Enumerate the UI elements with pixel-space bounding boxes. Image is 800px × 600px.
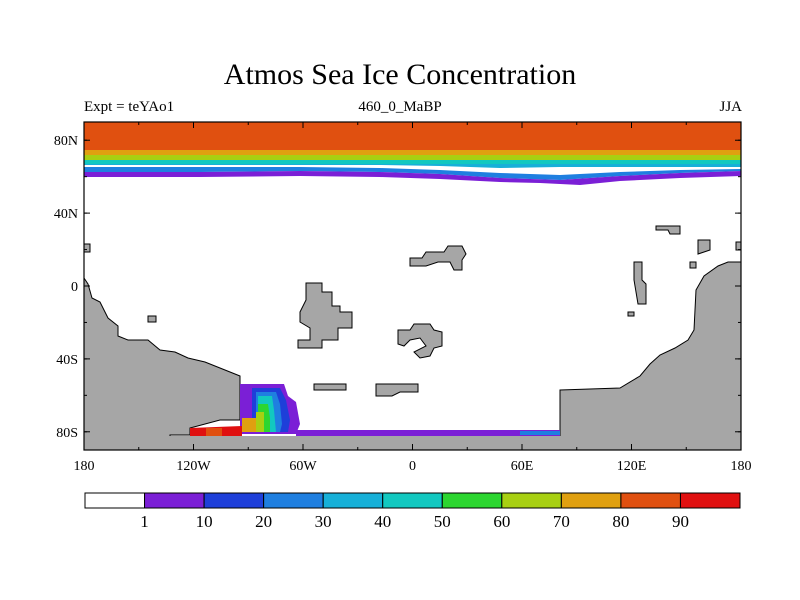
colorbar-swatch xyxy=(263,492,324,509)
colorbar-label: 70 xyxy=(553,512,570,531)
colorbar-label: 90 xyxy=(672,512,689,531)
y-tick-label: 0 xyxy=(71,280,78,295)
colorbar-label: 10 xyxy=(196,512,213,531)
y-tick-label: 80N xyxy=(54,134,78,149)
colorbar-swatch xyxy=(620,492,681,509)
map-title: Atmos Sea Ice Concentration xyxy=(223,58,577,91)
y-tick-label: 80S xyxy=(56,426,78,441)
colorbar-swatch xyxy=(322,492,384,509)
antarctic-ice xyxy=(84,384,741,450)
colorbar-label: 40 xyxy=(374,512,391,531)
colorbar-label: 80 xyxy=(612,512,629,531)
colorbar-swatch xyxy=(441,492,503,509)
x-tick-label: 0 xyxy=(409,459,416,474)
experiment-label: Expt = teYAo1 xyxy=(84,99,175,115)
x-tick-label: 60E xyxy=(511,459,534,474)
x-tick-label: 120W xyxy=(176,459,211,474)
arctic-ice-bands xyxy=(84,122,741,185)
colorbar-swatch xyxy=(84,492,146,509)
colorbar-swatch xyxy=(501,492,562,509)
colorbar: 1 10 20 30 40 50 60 70 80 90 xyxy=(84,492,741,531)
y-tick-label: 40S xyxy=(56,353,78,368)
colorbar-swatch xyxy=(679,492,741,509)
colorbar-label: 30 xyxy=(315,512,332,531)
period-label: 460_0_MaBP xyxy=(358,99,442,115)
colorbar-swatch xyxy=(144,492,205,509)
y-tick-label: 40N xyxy=(54,207,78,222)
land-masses xyxy=(83,225,742,451)
colorbar-swatch xyxy=(560,492,622,509)
colorbar-swatch xyxy=(382,492,443,509)
x-tick-label: 60W xyxy=(289,459,317,474)
colorbar-label: 50 xyxy=(434,512,451,531)
colorbar-label: 60 xyxy=(493,512,510,531)
x-tick-label: 180 xyxy=(731,459,752,474)
colorbar-label: 1 xyxy=(140,512,149,531)
x-tick-label: 180 xyxy=(74,459,95,474)
colorbar-swatch xyxy=(203,492,265,509)
season-label: JJA xyxy=(719,99,742,115)
colorbar-label: 20 xyxy=(255,512,272,531)
x-tick-label: 120E xyxy=(617,459,647,474)
